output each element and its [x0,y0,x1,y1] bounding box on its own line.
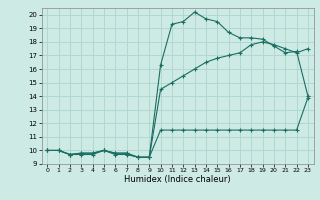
X-axis label: Humidex (Indice chaleur): Humidex (Indice chaleur) [124,175,231,184]
